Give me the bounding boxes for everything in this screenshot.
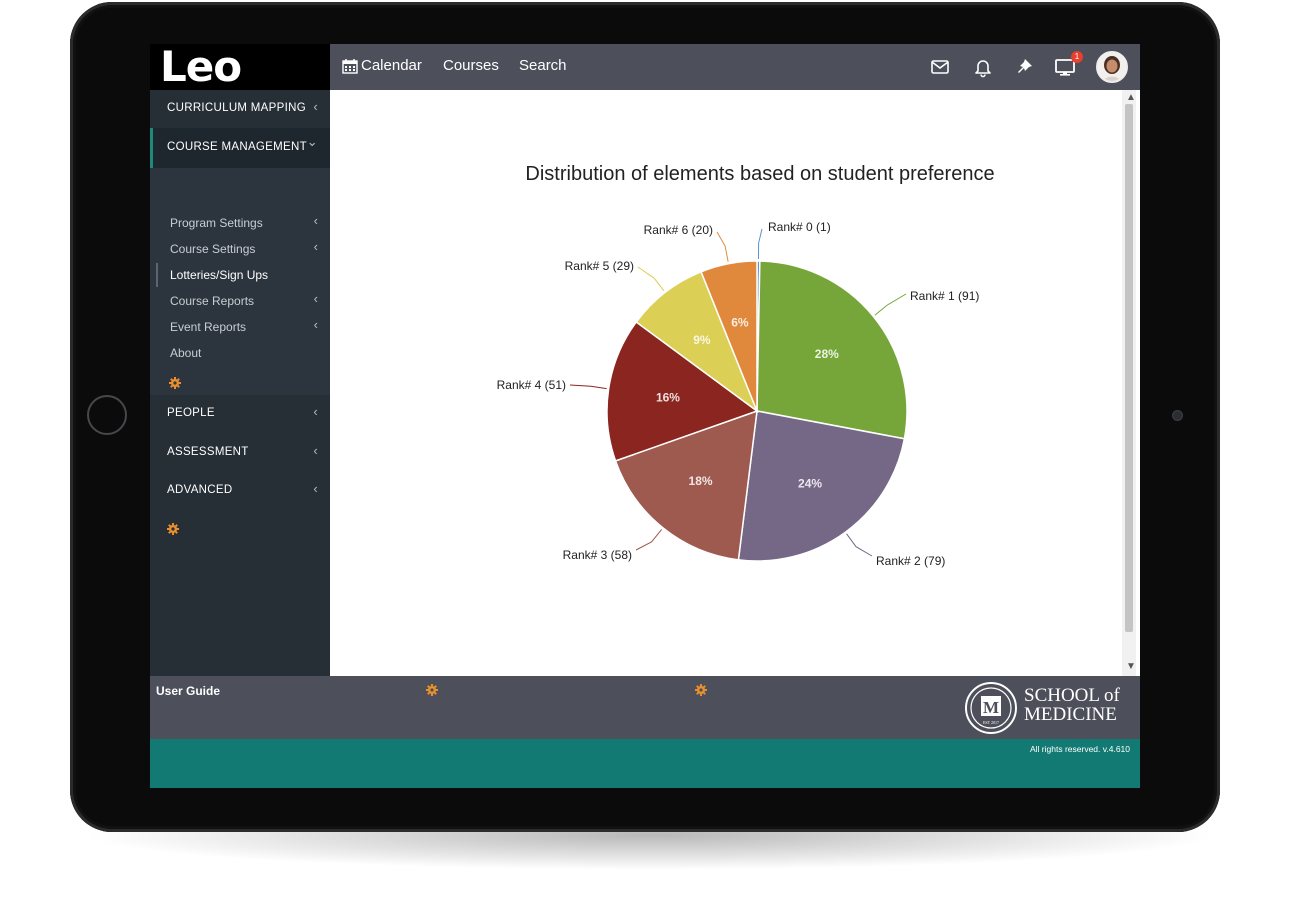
sidebar-course-management[interactable]: COURSE MANAGEMENT ⌄ — [150, 128, 330, 168]
submenu-lotteries-sign-ups[interactable]: Lotteries/Sign Ups — [150, 262, 330, 288]
pie-label-connector — [635, 529, 663, 551]
pie-slice-percent: 18% — [689, 474, 713, 488]
pie-label-connector — [569, 384, 607, 390]
logo[interactable]: Leo — [150, 44, 330, 90]
gear-icon — [169, 377, 181, 389]
chevron-left-icon: ‹ — [313, 239, 318, 254]
pin-icon[interactable] — [1013, 56, 1035, 78]
camera-icon — [1172, 410, 1183, 421]
sidebar-section-label: CURRICULUM MAPPING — [167, 102, 306, 114]
pie-label-connector — [846, 533, 873, 557]
sidebar-advanced[interactable]: ADVANCED ‹ — [150, 472, 330, 510]
submenu-course-settings[interactable]: Course Settings ‹ — [150, 236, 330, 262]
sidebar-section-label: COURSE MANAGEMENT — [167, 141, 307, 153]
submenu-label: About — [170, 346, 202, 360]
pie-label-connector — [874, 293, 907, 316]
submenu-about[interactable]: About — [150, 340, 330, 366]
pie-slice-percent: 28% — [815, 347, 839, 361]
pie-slice-label: Rank# 3 (58) — [563, 548, 632, 562]
chevron-left-icon: ‹ — [313, 404, 318, 419]
sidebar-section-label: ASSESSMENT — [167, 446, 249, 458]
avatar[interactable] — [1096, 51, 1128, 83]
submenu-label: Lotteries/Sign Ups — [170, 268, 269, 282]
chevron-left-icon: ‹ — [313, 291, 318, 306]
user-guide-link[interactable]: User Guide — [156, 684, 221, 698]
gear-icon — [167, 523, 179, 535]
svg-text:M: M — [983, 698, 999, 717]
gear-icon — [695, 684, 707, 696]
sidebar-assessment[interactable]: ASSESSMENT ‹ — [150, 434, 330, 472]
top-navbar: Leo Calendar Courses Search — [150, 44, 1140, 90]
svg-text:EST 2017: EST 2017 — [983, 720, 999, 725]
copyright-text: All rights reserved. v.4.610 — [1030, 744, 1130, 754]
pie-label-connector — [637, 266, 665, 292]
pie-slice-label: Rank# 1 (91) — [910, 289, 979, 303]
nav-courses[interactable]: Courses — [443, 57, 499, 74]
pie-slice[interactable] — [606, 320, 759, 462]
chevron-left-icon: ‹ — [313, 317, 318, 332]
avatar-photo — [1098, 53, 1126, 81]
pie-slice-label: Rank# 2 (79) — [876, 554, 945, 568]
school-of-medicine-logo: M EST 2017 SCHOOL of MEDICINE — [964, 682, 1134, 734]
chevron-left-icon: ‹ — [313, 481, 318, 496]
pie-slice[interactable] — [700, 260, 758, 412]
pie-slice-label: Rank# 0 (1) — [768, 220, 831, 234]
school-seal-icon: M EST 2017 — [965, 682, 1017, 734]
school-name-line1: SCHOOL of — [1024, 685, 1120, 706]
notification-badge: 1 — [1071, 51, 1083, 63]
gear-icon — [426, 684, 438, 696]
scroll-up-arrow-icon[interactable]: ▲ — [1126, 92, 1136, 103]
course-management-submenu: Program Settings ‹ Course Settings ‹ Lot… — [150, 168, 330, 395]
logo-text: Leo — [160, 44, 242, 91]
chevron-left-icon: ‹ — [313, 443, 318, 458]
pie-slice-percent: 6% — [731, 316, 749, 330]
footer: User Guide M EST 2017 SCHOOL of MEDICINE — [150, 676, 1140, 739]
scrollbar-thumb[interactable] — [1125, 104, 1133, 632]
pie-slice-percent: 9% — [693, 333, 711, 347]
nav-search[interactable]: Search — [519, 57, 567, 74]
submenu-program-settings[interactable]: Program Settings ‹ — [150, 210, 330, 236]
chart-title: Distribution of elements based on studen… — [525, 163, 995, 185]
pie-slice-label: Rank# 6 (20) — [644, 223, 713, 237]
submenu-label: Event Reports — [170, 320, 247, 334]
chevron-down-icon: ⌄ — [306, 134, 318, 149]
submenu-label: Course Settings — [170, 242, 256, 256]
sidebar: CURRICULUM MAPPING ‹ COURSE MANAGEMENT ⌄… — [150, 90, 330, 676]
pie-chart: Rank# 0 (1)0%Rank# 1 (91)28%Rank# 2 (79)… — [497, 220, 980, 568]
pie-slice[interactable] — [614, 409, 758, 561]
chevron-left-icon: ‹ — [313, 99, 318, 114]
pie-slice[interactable] — [635, 270, 759, 414]
main-content: Distribution of elements based on studen… — [330, 90, 1140, 676]
bottom-bar: All rights reserved. v.4.610 — [150, 739, 1140, 788]
submenu-label: Course Reports — [170, 294, 255, 308]
submenu-label: Program Settings — [170, 216, 263, 230]
chevron-left-icon: ‹ — [313, 213, 318, 228]
app-screen: Leo Calendar Courses Search — [150, 44, 1140, 788]
sidebar-curriculum-mapping[interactable]: CURRICULUM MAPPING ‹ — [150, 90, 330, 128]
submenu-event-reports[interactable]: Event Reports ‹ — [150, 314, 330, 340]
school-name-line2: MEDICINE — [1024, 704, 1117, 725]
sidebar-people[interactable]: PEOPLE ‹ — [150, 395, 330, 433]
calendar-icon — [342, 59, 358, 74]
pie-slice[interactable] — [737, 410, 906, 562]
monitor-icon[interactable] — [1054, 56, 1076, 78]
pie-slice-percent: 16% — [656, 391, 680, 405]
bell-icon[interactable] — [972, 56, 994, 78]
pie-label-connector — [757, 228, 763, 260]
scroll-down-arrow-icon[interactable]: ▼ — [1126, 661, 1136, 672]
sidebar-section-label: ADVANCED — [167, 484, 233, 496]
pie-slice[interactable] — [756, 260, 908, 440]
nav-calendar[interactable]: Calendar — [342, 57, 422, 75]
active-indicator — [156, 263, 158, 287]
pie-slice-percent: 24% — [798, 477, 822, 491]
pie-slice-label: Rank# 4 (51) — [497, 378, 566, 392]
home-button[interactable] — [87, 395, 127, 435]
mail-icon[interactable] — [929, 56, 951, 78]
nav-calendar-label: Calendar — [361, 57, 422, 74]
pie-label-connector — [716, 231, 729, 262]
sidebar-section-label: PEOPLE — [167, 407, 215, 419]
school-name: SCHOOL of MEDICINE — [1024, 686, 1120, 724]
pie-slice-label: Rank# 5 (29) — [565, 259, 634, 273]
submenu-course-reports[interactable]: Course Reports ‹ — [150, 288, 330, 314]
